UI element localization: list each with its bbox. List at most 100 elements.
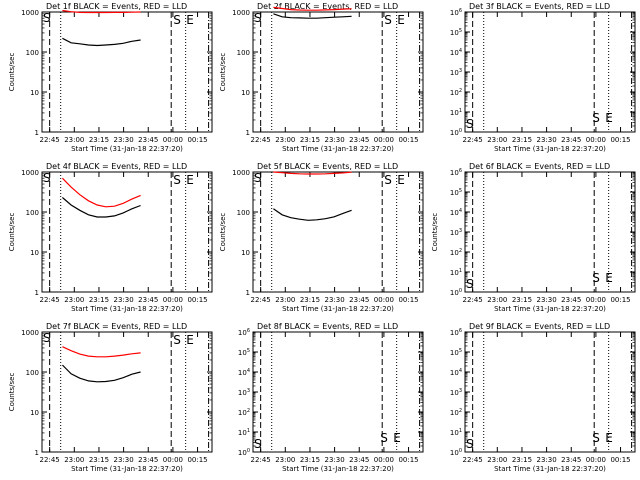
x-tick-label: 23:30 xyxy=(325,456,345,464)
series-line-lld xyxy=(61,177,141,208)
end-marker-label: E xyxy=(605,111,613,125)
x-tick-label: 23:45 xyxy=(561,136,581,144)
y-tick-label: 104 xyxy=(450,368,462,377)
chart-title: Det 7f BLACK = Events, RED = LLD xyxy=(46,322,187,331)
axes-frame xyxy=(41,171,213,293)
x-tick-label: 23:15 xyxy=(512,296,532,304)
y-tick-label: 10 xyxy=(30,249,39,257)
x-tick-label: 23:00 xyxy=(275,136,295,144)
y-tick-label: 104 xyxy=(450,208,462,217)
y-tick-label: 104 xyxy=(450,48,462,57)
y-tick-label: 102 xyxy=(238,408,250,417)
y-tick-label: 1000 xyxy=(21,9,39,17)
left-start-label: S xyxy=(43,11,51,25)
panel-det-4f: Det 4f BLACK = Events, RED = LLD 1 10 100 10… xyxy=(8,162,213,313)
panel-det-3f: Det 3f BLACK = Events, RED = LLD 100 101 10… xyxy=(450,2,636,153)
y-tick-label: 100 xyxy=(26,49,39,57)
chart-title: Det 4f BLACK = Events, RED = LLD xyxy=(46,162,187,171)
series-line-lld xyxy=(62,9,141,14)
y-axis-label: Counts/sec xyxy=(8,373,16,412)
panel-det-8f: Det 8f BLACK = Events, RED = LLD 100 101 10… xyxy=(238,322,424,473)
series-line-events xyxy=(61,364,141,383)
y-tick-label: 104 xyxy=(238,368,250,377)
y-tick-label: 1 xyxy=(35,289,39,297)
start-marker-label: S xyxy=(592,431,600,445)
y-tick-label: 1 xyxy=(35,129,39,137)
y-tick-label: 100 xyxy=(237,209,250,217)
x-tick-label: 00:15 xyxy=(398,136,418,144)
chart-title: Det 3f BLACK = Events, RED = LLD xyxy=(469,2,610,11)
series-line-events xyxy=(62,197,141,218)
x-tick-label: 23:15 xyxy=(89,296,109,304)
panel-det-9f: Det 9f BLACK = Events, RED = LLD 100 101 10… xyxy=(450,322,636,473)
y-tick-label: 100 xyxy=(237,49,250,57)
x-tick-label: 23:45 xyxy=(138,136,158,144)
x-tick-label: 00:15 xyxy=(610,456,630,464)
chart-title: Det 8f BLACK = Events, RED = LLD xyxy=(257,322,398,331)
x-tick-label: 23:30 xyxy=(537,136,557,144)
end-marker-label: E xyxy=(605,431,613,445)
axes-frame xyxy=(252,11,424,133)
start-marker-label: S xyxy=(173,13,181,27)
x-tick-label: 00:15 xyxy=(610,296,630,304)
x-tick-label: 00:15 xyxy=(187,456,207,464)
series-line-lld xyxy=(273,6,352,11)
y-tick-label: 101 xyxy=(450,268,462,277)
x-tick-label: 23:45 xyxy=(561,456,581,464)
y-tick-label: 1000 xyxy=(232,9,250,17)
y-tick-label: 1000 xyxy=(21,329,39,337)
x-tick-label: 00:00 xyxy=(163,456,183,464)
x-tick-label: 23:00 xyxy=(64,296,84,304)
series-line-events xyxy=(273,13,352,19)
series-line-events xyxy=(62,37,141,47)
y-tick-label: 101 xyxy=(238,428,250,437)
axes-frame xyxy=(41,11,213,133)
end-marker-label: E xyxy=(397,173,405,187)
panel-det-2f: Det 2f BLACK = Events, RED = LLD 1 10 100 10… xyxy=(219,2,424,153)
left-start-label: S xyxy=(254,11,262,25)
x-tick-label: 23:30 xyxy=(537,296,557,304)
x-axis-label: Start Time (31-Jan-18 22:37:20) xyxy=(494,305,606,313)
x-tick-label: 00:00 xyxy=(374,296,394,304)
x-tick-label: 00:15 xyxy=(610,136,630,144)
axes-frame xyxy=(41,331,213,453)
start-marker-label: S xyxy=(592,111,600,125)
series-line-events xyxy=(273,208,352,221)
y-tick-label: 10 xyxy=(241,249,250,257)
x-tick-label: 23:30 xyxy=(325,296,345,304)
y-tick-label: 103 xyxy=(238,388,250,397)
y-tick-label: 1000 xyxy=(232,169,250,177)
y-tick-label: 101 xyxy=(450,108,462,117)
y-tick-label: 100 xyxy=(26,209,39,217)
start-marker-label: S xyxy=(173,173,181,187)
y-tick-label: 106 xyxy=(450,168,462,177)
x-tick-label: 22:45 xyxy=(251,296,271,304)
panel-det-1f: Det 1f BLACK = Events, RED = LLD 1 10 100 10… xyxy=(8,2,213,153)
left-start-label: S xyxy=(43,331,51,345)
x-tick-label: 22:45 xyxy=(40,136,60,144)
start-marker-label: S xyxy=(384,173,392,187)
end-marker-label: E xyxy=(186,13,194,27)
x-tick-label: 23:15 xyxy=(300,456,320,464)
y-axis-label: Counts/sec xyxy=(431,213,439,252)
y-tick-label: 101 xyxy=(450,428,462,437)
x-tick-label: 00:00 xyxy=(163,136,183,144)
x-tick-label: 23:45 xyxy=(349,136,369,144)
x-tick-label: 22:45 xyxy=(463,136,483,144)
x-tick-label: 23:00 xyxy=(487,296,507,304)
x-tick-label: 22:45 xyxy=(40,456,60,464)
x-axis-label: Start Time (31-Jan-18 22:37:20) xyxy=(282,145,394,153)
x-tick-label: 23:15 xyxy=(89,136,109,144)
y-tick-label: 105 xyxy=(450,28,462,37)
series-line-lld xyxy=(62,346,141,358)
x-tick-label: 23:00 xyxy=(275,456,295,464)
left-start-label: S xyxy=(466,437,474,451)
x-axis-label: Start Time (31-Jan-18 22:37:20) xyxy=(282,465,394,473)
x-tick-label: 23:15 xyxy=(300,296,320,304)
x-tick-label: 23:30 xyxy=(537,456,557,464)
y-tick-label: 105 xyxy=(450,348,462,357)
x-tick-label: 00:15 xyxy=(187,296,207,304)
x-tick-label: 23:45 xyxy=(138,456,158,464)
x-tick-label: 23:00 xyxy=(487,136,507,144)
series-line-lld xyxy=(273,171,352,175)
